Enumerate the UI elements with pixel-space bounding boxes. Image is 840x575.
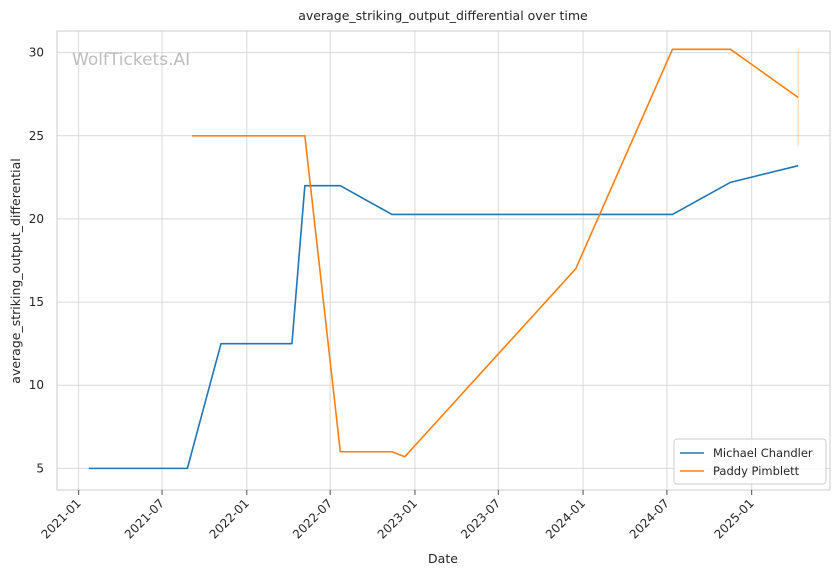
y-tick-label: 30 <box>29 46 44 60</box>
series-line-paddy-pimblett <box>191 48 799 458</box>
series-line-michael-chandler <box>88 164 799 470</box>
legend: Michael Chandler Paddy Pimblett <box>673 438 827 485</box>
y-tick-label: 25 <box>29 129 44 143</box>
y-tick-label: 10 <box>29 378 44 392</box>
plot-frame <box>56 30 831 491</box>
chart-title: average_striking_output_differential ove… <box>298 8 588 23</box>
y-axis-title: average_striking_output_differential <box>8 158 23 383</box>
y-axis-ticks: 5 10 15 20 25 30 <box>29 46 44 476</box>
y-tick-label: 15 <box>29 295 44 309</box>
legend-label-michael-chandler: Michael Chandler <box>713 446 813 460</box>
series-layer <box>88 48 799 470</box>
y-tick-label: 20 <box>29 212 44 226</box>
legend-box <box>673 438 827 485</box>
x-axis-title: Date <box>428 551 458 566</box>
y-tick-label: 5 <box>36 461 44 475</box>
watermark: WolfTickets.AI <box>72 50 190 70</box>
legend-label-paddy-pimblett: Paddy Pimblett <box>713 464 800 478</box>
